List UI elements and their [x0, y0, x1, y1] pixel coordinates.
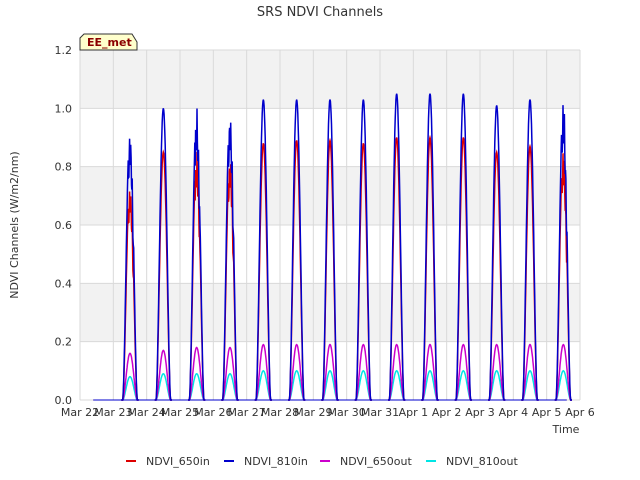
legend: NDVI_650in NDVI_810in NDVI_650out NDVI_810o…: [126, 455, 518, 468]
day-curve: [121, 352, 139, 401]
day-curve: [321, 369, 339, 401]
x-tick-label: Mar 25: [161, 406, 199, 419]
station-badge: EE_met: [79, 33, 138, 51]
x-tick-label: Mar 30: [328, 406, 366, 419]
day-curve: [354, 99, 372, 401]
legend-item: NDVI_650out: [320, 455, 412, 468]
x-tick-label: Mar 27: [228, 406, 266, 419]
y-tick-label: 0.6: [55, 219, 73, 232]
x-tick-label: Apr 2: [432, 406, 462, 419]
grid-band: [80, 50, 580, 109]
day-curve: [288, 99, 306, 401]
grid-band: [80, 166, 580, 225]
grid-bands: [80, 50, 580, 342]
y-tick-label: 0.4: [55, 277, 73, 290]
day-curve: [488, 343, 506, 401]
day-curve: [254, 343, 272, 401]
x-tick-label: Apr 3: [465, 406, 495, 419]
day-curve: [121, 375, 139, 401]
day-curve: [221, 346, 239, 401]
x-tick-label: Mar 29: [294, 406, 332, 419]
day-curve: [121, 138, 139, 401]
legend-label: NDVI_810out: [446, 455, 518, 468]
legend-label: NDVI_650out: [340, 455, 412, 468]
grid-lines-vertical: [79, 50, 581, 400]
x-tick-label: Mar 28: [261, 406, 299, 419]
day-curve: [321, 99, 339, 401]
y-tick-label: 0.8: [55, 161, 73, 174]
x-tick-label: Apr 5: [532, 406, 562, 419]
y-tick-label: 0.2: [55, 336, 73, 349]
day-curve: [454, 343, 472, 401]
day-curve: [388, 343, 406, 401]
day-curve: [154, 108, 172, 401]
legend-item: NDVI_810out: [426, 455, 518, 468]
x-tick-label: Apr 1: [399, 406, 429, 419]
day-curve: [188, 346, 206, 401]
legend-label: NDVI_810in: [244, 455, 308, 468]
day-curve: [254, 99, 272, 401]
day-curve: [521, 343, 539, 401]
day-curve: [488, 105, 506, 401]
day-curve: [221, 373, 239, 401]
day-curve: [421, 369, 439, 401]
day-curve: [188, 108, 206, 401]
legend-item: NDVI_810in: [224, 455, 308, 468]
day-curve: [454, 93, 472, 401]
x-axis-label: Time: [552, 423, 580, 436]
day-curve: [388, 93, 406, 401]
badge-shape: [79, 33, 138, 51]
y-axis-label: NDVI Channels (W/m2/nm): [8, 151, 21, 298]
day-curve: [521, 99, 539, 401]
day-curve: [421, 343, 439, 401]
legend-label: NDVI_650in: [146, 455, 210, 468]
y-tick-label: 0.0: [55, 394, 73, 407]
day-curve: [521, 369, 539, 401]
day-curve: [421, 93, 439, 401]
day-curve: [288, 343, 306, 401]
x-tick-label: Mar 26: [194, 406, 232, 419]
x-tick-label: Mar 22: [61, 406, 99, 419]
day-curve: [554, 105, 572, 401]
x-tick-label: Mar 23: [94, 406, 132, 419]
y-axis-ticks: 0.0 0.2 0.4 0.6 0.8 1.0 1.2: [55, 44, 73, 407]
badge-label: EE_met: [87, 36, 132, 49]
x-tick-label: Mar 24: [128, 406, 166, 419]
day-curve: [354, 343, 372, 401]
x-tick-label: Apr 4: [499, 406, 529, 419]
day-curve: [321, 343, 339, 401]
y-tick-label: 1.0: [55, 102, 73, 115]
y-tick-label: 1.2: [55, 44, 73, 57]
grid-band: [80, 283, 580, 342]
day-curve: [554, 343, 572, 401]
legend-item: NDVI_650in: [126, 455, 210, 468]
x-tick-label: Mar 31: [361, 406, 399, 419]
day-curve: [221, 122, 239, 401]
series-NDVI_810in: [93, 93, 572, 401]
chart-title: SRS NDVI Channels: [257, 5, 383, 20]
x-tick-label: Apr 6: [565, 406, 595, 419]
day-curve: [154, 349, 172, 401]
series-layer: [93, 93, 572, 401]
